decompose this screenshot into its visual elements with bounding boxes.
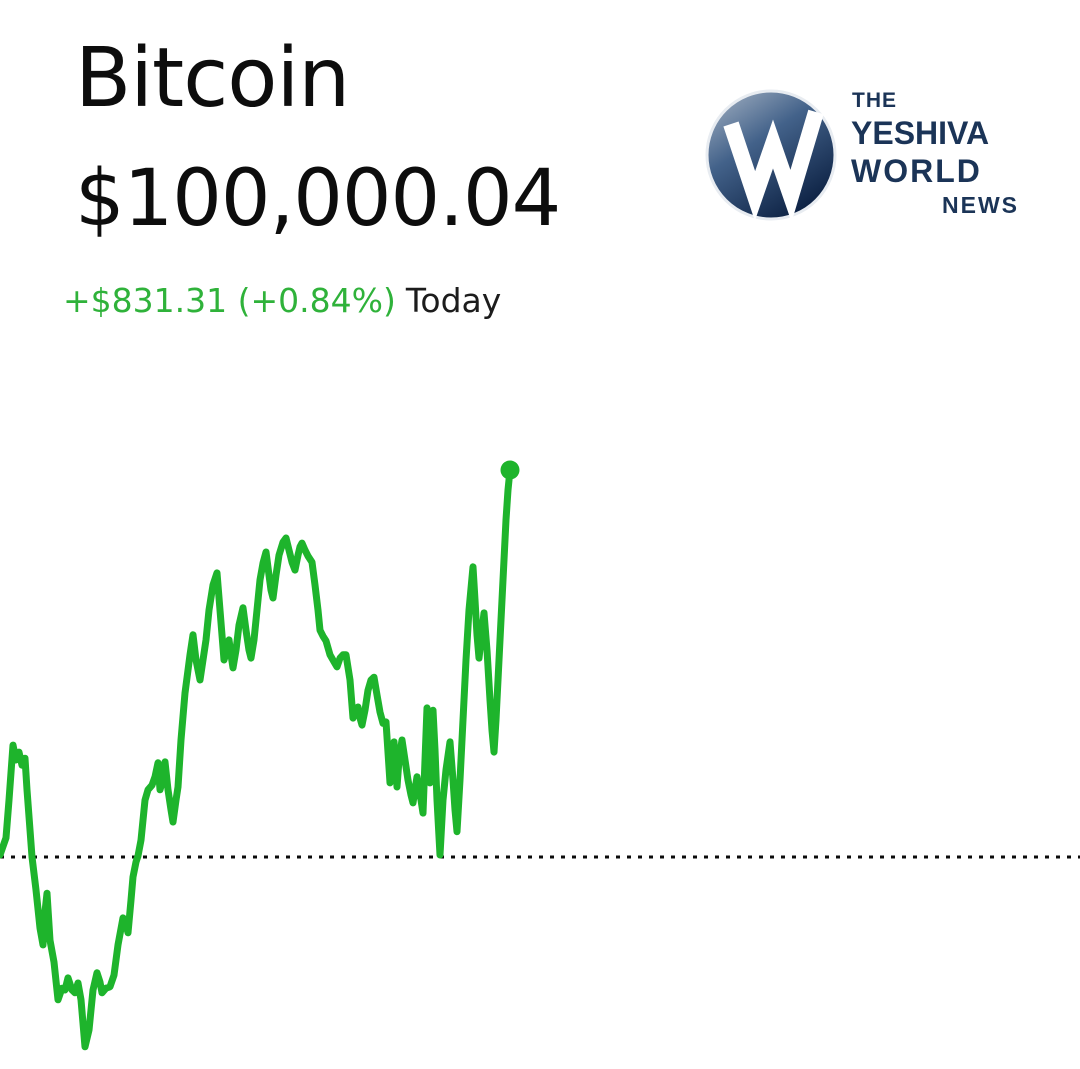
quote-header: Bitcoin $100,000.04 <box>75 31 561 244</box>
logo-line-the: THE <box>852 89 897 112</box>
yeshiva-world-news-logo: THE YESHIVA WORLD NEWS <box>703 84 1018 226</box>
current-price-dot <box>500 460 520 480</box>
asset-title: Bitcoin <box>75 31 350 126</box>
price-line <box>0 466 514 1051</box>
price-change-row: +$831.31 (+0.84%) Today <box>63 281 501 321</box>
yeshiva-world-globe-icon <box>705 89 837 223</box>
change-period-label: Today <box>405 281 502 320</box>
logo-wordmark: THE YESHIVA WORLD NEWS <box>851 90 1019 217</box>
logo-line-world: WORLD <box>851 153 982 189</box>
logo-line-yeshiva: YESHIVA <box>851 115 990 151</box>
logo-line-news: NEWS <box>942 192 1019 218</box>
price-change-value: +$831.31 (+0.84%) <box>63 281 396 320</box>
asset-price: $100,000.04 <box>75 154 561 244</box>
